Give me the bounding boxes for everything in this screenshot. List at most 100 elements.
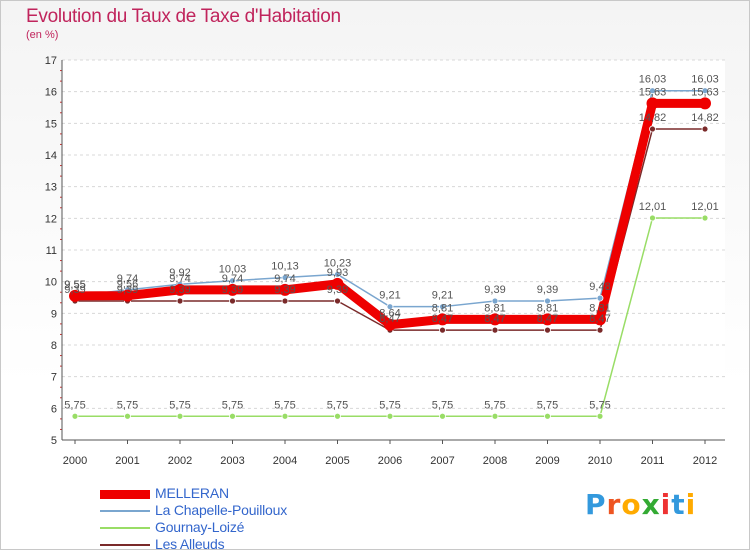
data-label-les-alleuds: 8,47: [484, 313, 505, 325]
data-point-melleran: [646, 97, 659, 110]
data-point-gournay-loize: [334, 412, 341, 420]
data-label-melleran: 9,74: [274, 273, 295, 285]
y-tick-label: 6: [51, 403, 57, 415]
data-point-melleran: [489, 313, 501, 326]
y-tick-label: 11: [46, 245, 57, 257]
x-tick-label: 2005: [325, 455, 349, 467]
data-label-melleran: 9,74: [222, 273, 243, 285]
data-label-gournay-loize: 5,75: [274, 399, 295, 411]
data-label-la-chapelle-pouilloux: 16,03: [639, 74, 667, 86]
data-label-gournay-loize: 5,75: [589, 399, 610, 411]
data-point-gournay-loize: [649, 214, 656, 222]
data-label-les-alleuds: 8,47: [537, 313, 558, 325]
data-label-la-chapelle-pouilloux: 9,74: [117, 273, 138, 285]
x-tick-label: 2003: [220, 455, 244, 467]
legend-label: MELLERAN: [155, 485, 229, 501]
chart-subtitle: (en %): [26, 29, 59, 41]
data-label-la-chapelle-pouilloux: 9,55: [64, 279, 85, 291]
chart-title: Evolution du Taux de Taxe d'Habitation: [26, 6, 341, 27]
data-label-gournay-loize: 5,75: [537, 399, 558, 411]
y-tick-label: 16: [45, 87, 57, 99]
data-label-la-chapelle-pouilloux: 9,21: [379, 290, 400, 302]
data-point-gournay-loize: [701, 214, 709, 222]
data-point-gournay-loize: [124, 412, 131, 420]
data-point-melleran: [174, 283, 186, 296]
data-label-melleran: 8,81: [537, 302, 558, 314]
data-label-gournay-loize: 5,75: [327, 399, 348, 411]
data-label-melleran: 9,93: [327, 267, 348, 279]
data-label-les-alleuds: 9,39: [327, 284, 348, 296]
y-tick-label: 7: [51, 372, 57, 384]
data-point-gournay-loize: [176, 412, 184, 420]
data-label-les-alleuds: 9,39: [222, 284, 243, 296]
x-tick-label: 2000: [63, 455, 87, 467]
proxiti-logo: Proxiti: [585, 488, 697, 521]
data-point-la-chapelle-pouilloux: [649, 87, 656, 95]
x-tick-label: 2002: [168, 455, 192, 467]
legend-swatch: [100, 544, 150, 546]
y-tick-label: 15: [45, 118, 57, 130]
y-tick-label: 17: [45, 55, 57, 67]
data-label-gournay-loize: 5,75: [117, 399, 138, 411]
data-point-la-chapelle-pouilloux: [439, 303, 446, 311]
data-point-la-chapelle-pouilloux: [281, 274, 289, 281]
x-tick-label: 2010: [588, 455, 612, 467]
data-point-les-alleuds: [176, 297, 184, 305]
data-label-la-chapelle-pouilloux: 10,03: [219, 264, 247, 276]
data-label-melleran: 9,56: [117, 279, 138, 291]
data-label-melleran: 9,55: [64, 279, 85, 291]
y-tick-label: 14: [45, 150, 57, 162]
data-point-gournay-loize: [439, 412, 446, 420]
data-label-la-chapelle-pouilloux: 9,21: [432, 290, 453, 302]
data-label-gournay-loize: 5,75: [169, 399, 190, 411]
data-point-la-chapelle-pouilloux: [334, 270, 341, 278]
data-point-la-chapelle-pouilloux: [491, 297, 499, 305]
data-label-melleran: 8,64: [379, 308, 400, 320]
data-point-melleran: [331, 277, 344, 290]
data-label-les-alleuds: 8,47: [379, 313, 400, 325]
data-label-les-alleuds: 9,39: [274, 284, 295, 296]
data-point-gournay-loize: [281, 412, 289, 420]
legend-swatch: [100, 527, 150, 529]
data-point-melleran: [541, 313, 554, 326]
data-point-les-alleuds: [649, 125, 656, 133]
data-point-les-alleuds: [544, 326, 551, 334]
x-tick-label: 2006: [378, 455, 402, 467]
data-point-la-chapelle-pouilloux: [229, 277, 236, 285]
legend-swatch: [100, 489, 150, 499]
y-tick-label: 12: [45, 213, 57, 225]
data-label-la-chapelle-pouilloux: 10,23: [324, 257, 352, 269]
x-tick-label: 2001: [115, 455, 139, 467]
data-point-melleran: [594, 313, 606, 326]
data-point-les-alleuds: [281, 297, 289, 305]
data-label-melleran: 8,81: [589, 302, 610, 314]
data-label-gournay-loize: 5,75: [432, 399, 453, 411]
data-point-melleran: [69, 289, 81, 302]
data-label-la-chapelle-pouilloux: 9,48: [589, 281, 610, 293]
data-label-gournay-loize: 12,01: [691, 201, 719, 213]
data-point-les-alleuds: [229, 297, 236, 305]
x-tick-label: 2004: [273, 455, 297, 467]
y-tick-label: 13: [45, 182, 57, 194]
legend-swatch: [100, 510, 150, 512]
data-point-la-chapelle-pouilloux: [701, 87, 709, 95]
data-label-gournay-loize: 5,75: [379, 399, 400, 411]
data-label-gournay-loize: 5,75: [484, 399, 505, 411]
data-point-melleran: [121, 289, 134, 302]
data-point-gournay-loize: [386, 412, 394, 420]
x-tick-label: 2008: [483, 455, 507, 467]
data-label-les-alleuds: 9,39: [64, 284, 85, 296]
data-point-melleran: [226, 283, 239, 296]
data-point-les-alleuds: [596, 326, 604, 334]
data-label-melleran: 15,63: [691, 86, 719, 98]
data-label-melleran: 8,81: [484, 302, 505, 314]
data-label-gournay-loize: 12,01: [639, 201, 667, 213]
data-point-gournay-loize: [596, 412, 604, 420]
x-tick-label: 2007: [430, 455, 454, 467]
data-label-les-alleuds: 9,39: [169, 284, 190, 296]
data-point-gournay-loize: [491, 412, 499, 420]
data-label-les-alleuds: 14,82: [691, 112, 719, 124]
data-label-les-alleuds: 9,39: [117, 284, 138, 296]
data-label-melleran: 15,63: [639, 86, 667, 98]
